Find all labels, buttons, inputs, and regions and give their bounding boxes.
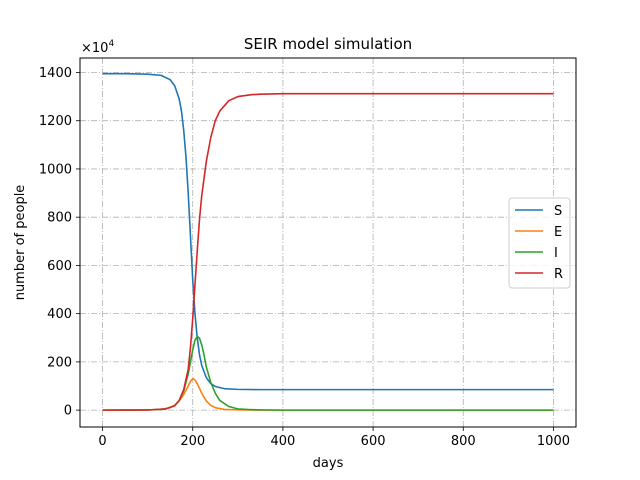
y-tick-label: 1000 bbox=[39, 162, 72, 177]
y-tick-label: 200 bbox=[47, 355, 72, 370]
y-axis-label: number of people bbox=[13, 185, 28, 301]
series-line-R bbox=[102, 92, 554, 411]
x-tick-label: 400 bbox=[270, 434, 295, 449]
legend-label-R: R bbox=[554, 267, 563, 282]
x-tick-label: 200 bbox=[180, 434, 205, 449]
y-tick-label: 600 bbox=[47, 259, 72, 274]
series-line-I bbox=[102, 335, 554, 411]
legend-label-I: I bbox=[554, 246, 558, 261]
grid bbox=[80, 58, 576, 427]
x-tick-label: 600 bbox=[361, 434, 386, 449]
series-line-S bbox=[102, 72, 554, 391]
y-tick-label: 1400 bbox=[39, 66, 72, 81]
x-ticks: 0 200 400 600 800 1000 bbox=[98, 427, 570, 449]
legend-items: SEIR bbox=[515, 204, 563, 282]
legend: SEIR bbox=[508, 197, 571, 289]
series-line-E bbox=[102, 377, 554, 411]
legend-label-S: S bbox=[554, 204, 562, 219]
x-tick-label: 0 bbox=[98, 434, 106, 449]
y-tick-label: 1200 bbox=[39, 114, 72, 129]
x-tick-label: 1000 bbox=[537, 434, 570, 449]
y-tick-label: 400 bbox=[47, 307, 72, 322]
offset-exponent: 4 bbox=[108, 39, 114, 49]
x-tick-label: 800 bbox=[451, 434, 476, 449]
y-tick-label: 0 bbox=[64, 404, 72, 419]
legend-label-E: E bbox=[554, 225, 562, 240]
y-ticks: 0 200 400 600 800 1000 1200 1400 bbox=[39, 66, 80, 419]
offset-multiplier: ×10 bbox=[81, 41, 108, 56]
x-axis-label: days bbox=[313, 456, 344, 471]
plot-frame bbox=[79, 57, 577, 428]
chart-title: SEIR model simulation bbox=[244, 35, 412, 53]
y-tick-label: 800 bbox=[47, 211, 72, 226]
y-axis-offset-text: ×104 bbox=[81, 39, 114, 56]
legend-box bbox=[508, 197, 571, 289]
series-lines bbox=[102, 72, 554, 411]
